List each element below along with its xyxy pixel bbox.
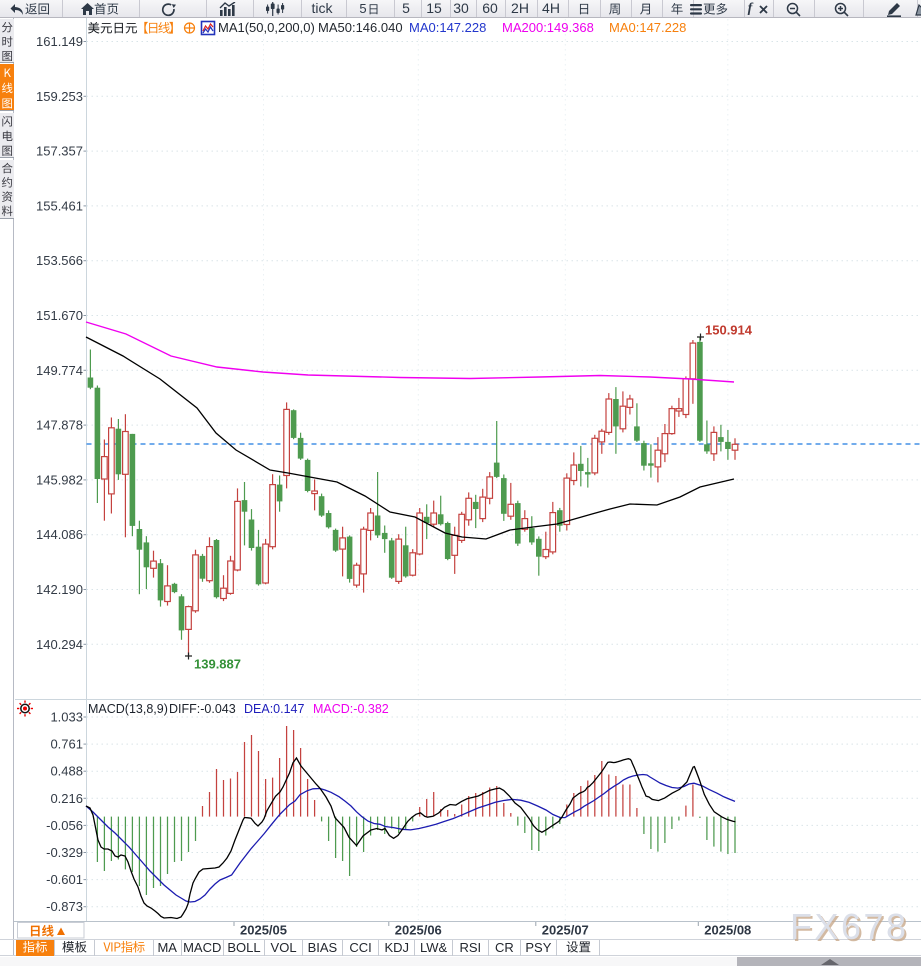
svg-text:MACD(13,8,9): MACD(13,8,9) (88, 702, 168, 716)
svg-text:MA0:147.228: MA0:147.228 (609, 20, 686, 35)
svg-text:DEA:0.147: DEA:0.147 (244, 702, 305, 716)
svg-text:1.033: 1.033 (50, 710, 83, 725)
svg-text:153.566: 153.566 (36, 253, 83, 268)
svg-text:MA50:146.040: MA50:146.040 (318, 20, 403, 35)
svg-text:142.190: 142.190 (36, 582, 83, 597)
svg-text:151.670: 151.670 (36, 308, 83, 323)
svg-text:155.461: 155.461 (36, 198, 83, 213)
svg-text:149.774: 149.774 (36, 363, 83, 378)
svg-text:-0.329: -0.329 (46, 845, 83, 860)
svg-text:-0.601: -0.601 (46, 872, 83, 887)
svg-text:139.887: 139.887 (194, 657, 241, 672)
svg-text:140.294: 140.294 (36, 637, 83, 652)
svg-text:-0.873: -0.873 (46, 899, 83, 914)
svg-text:147.878: 147.878 (36, 418, 83, 433)
svg-text:157.357: 157.357 (36, 144, 83, 159)
svg-text:2025/07: 2025/07 (542, 923, 589, 938)
svg-text:DIFF:-0.043: DIFF:-0.043 (169, 702, 236, 716)
svg-text:MA1(50,0,200,0): MA1(50,0,200,0) (218, 20, 315, 35)
svg-text:145.982: 145.982 (36, 472, 83, 487)
svg-text:MACD:-0.382: MACD:-0.382 (313, 702, 389, 716)
svg-text:0.761: 0.761 (50, 737, 83, 752)
svg-text:0.488: 0.488 (50, 764, 83, 779)
svg-text:150.914: 150.914 (705, 323, 753, 338)
svg-text:2025/08: 2025/08 (704, 923, 751, 938)
svg-text:144.086: 144.086 (36, 527, 83, 542)
svg-text:MA0:147.228: MA0:147.228 (409, 20, 486, 35)
svg-text:0.216: 0.216 (50, 791, 83, 806)
svg-text:-0.056: -0.056 (46, 818, 83, 833)
svg-text:2025/06: 2025/06 (395, 923, 442, 938)
svg-text:MA200:149.368: MA200:149.368 (502, 20, 594, 35)
svg-text:159.253: 159.253 (36, 89, 83, 104)
svg-text:161.149: 161.149 (36, 34, 83, 49)
svg-text:2025/05: 2025/05 (240, 923, 287, 938)
